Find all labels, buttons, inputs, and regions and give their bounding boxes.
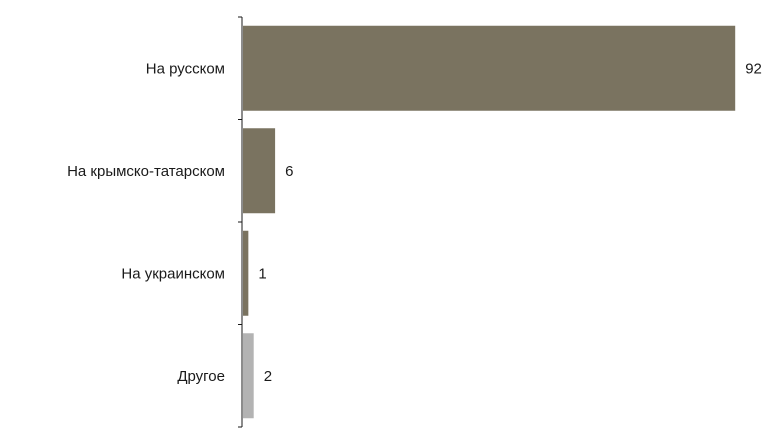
category-axis <box>238 16 243 428</box>
value-label: 92 <box>745 60 762 77</box>
category-label: На крымско-татарском <box>67 163 225 180</box>
category-labels: На русском На крымско-татарском На украинс… <box>67 60 225 385</box>
bar <box>243 25 736 111</box>
bar <box>243 128 276 214</box>
bar <box>243 333 254 419</box>
category-label: На украинском <box>121 265 225 282</box>
bars-group <box>243 25 736 419</box>
value-label: 1 <box>258 265 266 282</box>
category-label: Другое <box>177 368 225 385</box>
value-label: 6 <box>285 163 293 180</box>
value-labels: 92 6 1 2 <box>258 60 762 385</box>
category-label: На русском <box>146 60 225 77</box>
value-label: 2 <box>264 368 272 385</box>
bar <box>243 230 249 316</box>
